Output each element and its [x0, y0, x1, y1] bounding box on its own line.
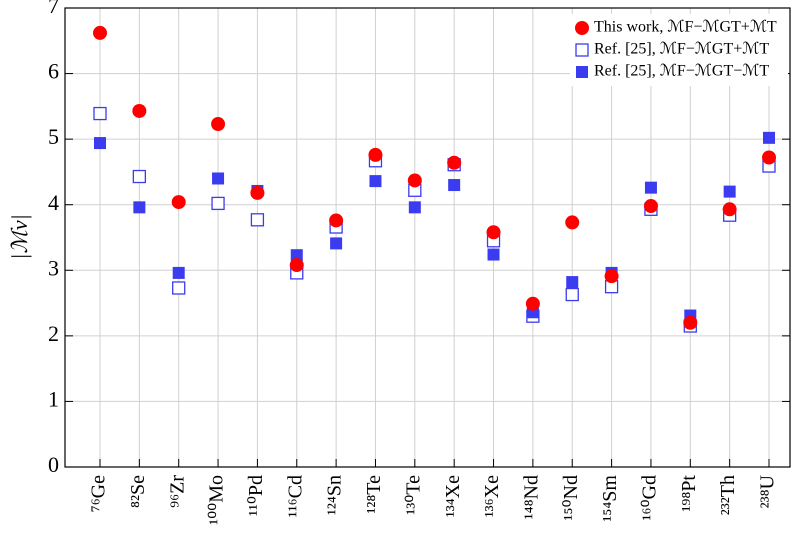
y-tick-label: 5	[48, 124, 59, 149]
legend-marker	[576, 66, 588, 78]
point	[211, 117, 226, 132]
point	[93, 106, 107, 121]
point	[172, 266, 185, 279]
point	[250, 185, 265, 200]
point	[369, 175, 382, 188]
point	[172, 281, 186, 295]
x-tick-label: ¹¹⁰Pd	[245, 475, 267, 516]
y-tick-label: 1	[48, 386, 59, 411]
point	[722, 202, 737, 217]
point	[250, 213, 265, 227]
point	[407, 173, 422, 188]
point	[644, 181, 657, 194]
x-tick-label: ²³⁸U	[757, 474, 779, 508]
point	[604, 269, 619, 284]
x-tick-label: ¹⁵⁴Sm	[599, 475, 621, 522]
y-tick-label: 3	[48, 255, 59, 280]
y-tick-label: 0	[48, 452, 59, 477]
legend-marker	[575, 21, 589, 35]
x-tick-label: ¹²⁴Sn	[324, 475, 346, 515]
y-tick-label: 2	[48, 321, 59, 346]
point	[211, 196, 225, 211]
point	[448, 179, 461, 192]
point	[329, 213, 344, 228]
x-tick-label: ¹³⁰Te	[402, 475, 424, 515]
point	[93, 25, 107, 40]
y-tick-label: 6	[48, 59, 59, 84]
x-tick-label: ¹⁵⁰Nd	[560, 475, 582, 520]
x-tick-label: ⁹⁶Zr	[166, 475, 188, 508]
point	[132, 103, 147, 118]
point	[290, 249, 303, 262]
y-axis-label: |ℳν|	[7, 214, 32, 259]
x-tick-label: ¹⁴⁸Nd	[520, 475, 542, 519]
point	[330, 237, 343, 250]
x-tick-label: ²³²Th	[717, 475, 739, 515]
legend-box	[570, 14, 788, 86]
legend-label: Ref. [25], ℳF−ℳGT+ℳT	[594, 41, 769, 58]
x-tick-label: ¹⁶⁰Gd	[639, 475, 661, 520]
point	[368, 147, 383, 162]
point	[408, 201, 421, 214]
point	[723, 185, 736, 198]
legend-label: This work, ℳF−ℳGT+ℳT	[594, 19, 777, 36]
point	[486, 225, 501, 240]
x-tick-label: ⁷⁶Ge	[88, 475, 110, 512]
point	[565, 287, 579, 302]
legend-label: Ref. [25], ℳF−ℳGT−ℳT	[594, 63, 769, 80]
point	[683, 315, 698, 330]
legend-marker	[575, 43, 589, 57]
point	[212, 172, 225, 185]
point	[94, 137, 106, 150]
x-tick-label: ¹⁰⁰Mo	[206, 475, 228, 525]
point	[289, 258, 304, 273]
point	[525, 296, 540, 311]
point	[487, 248, 500, 261]
x-tick-label: ¹¹⁶Cd	[284, 475, 306, 517]
x-tick-label: ¹⁹⁸Pt	[678, 475, 700, 512]
point	[762, 150, 776, 165]
plot-frame	[64, 7, 791, 468]
x-tick-label: ¹³⁶Xe	[481, 475, 503, 517]
point	[171, 195, 186, 210]
x-tick-label: ⁸²Se	[127, 475, 149, 508]
x-tick-label: ¹³⁴Xe	[442, 475, 464, 517]
x-tick-label: ¹²⁸Te	[363, 475, 385, 514]
point	[132, 169, 147, 184]
point	[447, 155, 462, 170]
point	[643, 199, 658, 214]
point	[565, 215, 580, 230]
point	[566, 276, 579, 289]
y-tick-label: 4	[48, 190, 59, 215]
y-tick-label: 7	[48, 0, 59, 18]
point	[133, 201, 146, 214]
point	[763, 131, 775, 144]
